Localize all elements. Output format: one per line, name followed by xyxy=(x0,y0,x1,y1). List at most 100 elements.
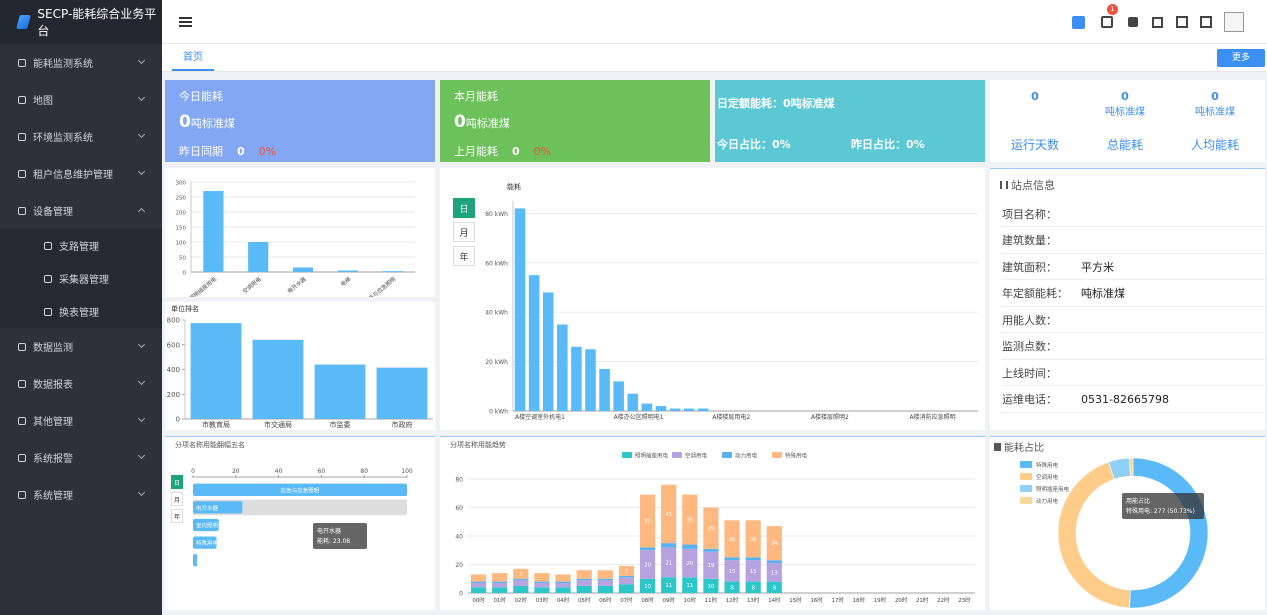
info-row: 建筑数量： xyxy=(1002,228,1265,254)
bar-segment xyxy=(682,548,698,578)
x-tick-label: 20时 xyxy=(895,596,908,604)
bar-segment xyxy=(534,587,550,593)
menu-toggle[interactable] xyxy=(179,17,192,27)
y-tick-label: 60 kWh xyxy=(485,260,508,267)
period-button[interactable]: 月 xyxy=(453,222,475,242)
bar-segment xyxy=(703,578,719,593)
icon[interactable] xyxy=(1200,16,1212,28)
period-button[interactable]: 月 xyxy=(171,492,183,506)
menu-icon xyxy=(44,274,52,283)
menu-item[interactable]: 其他管理 xyxy=(0,402,162,439)
data-label: 10 xyxy=(707,584,714,590)
stat-label: 总能耗 xyxy=(1106,138,1143,152)
bar-segment xyxy=(724,560,740,582)
chevron xyxy=(137,414,146,423)
stat-value: 0 xyxy=(1211,90,1219,103)
icon[interactable] xyxy=(1152,17,1163,28)
menu-item[interactable]: 地图 xyxy=(0,81,162,118)
period-button[interactable]: 年 xyxy=(171,509,183,523)
bar-segment xyxy=(492,587,508,593)
submenu-item[interactable]: 采集器管理 xyxy=(0,262,162,295)
menu-item[interactable]: 数据监测 xyxy=(0,328,162,365)
x-tick-label: A楼楼层照明2 xyxy=(811,413,849,421)
submenu-item[interactable]: 换表管理 xyxy=(0,295,162,328)
y-tick-label: 60 xyxy=(455,505,463,512)
bar xyxy=(376,367,428,419)
x-tick-label: 01时 xyxy=(493,596,506,604)
compare-pct: 0% xyxy=(258,145,277,158)
bar xyxy=(193,554,198,567)
legend-label: 空调用电 xyxy=(1036,473,1059,481)
menu-item[interactable]: 租户信息维护管理 xyxy=(0,155,162,192)
x-tick-label: 电梯 xyxy=(339,275,353,289)
bar-segment xyxy=(724,581,740,593)
bar-segment xyxy=(513,568,529,579)
chart-title: 单位排名 xyxy=(171,304,199,313)
x-tick-label: 11时 xyxy=(705,596,718,604)
bar-segment xyxy=(555,581,571,584)
avatar[interactable] xyxy=(1224,12,1244,32)
period-button[interactable]: 年 xyxy=(453,246,475,266)
x-tick-label: 市监委 xyxy=(330,420,351,429)
panel: 能耗 0 kWh 20 kWh 40 kWh 60 kWh 80 kWh A楼空调室外机电1… xyxy=(440,168,985,430)
bar-segment xyxy=(639,578,656,593)
x-tick-label: 80 xyxy=(360,468,368,475)
stat: 0 吨标准煤 xyxy=(1080,90,1170,118)
menu-item[interactable]: 能耗监测系统 xyxy=(0,44,162,81)
x-tick-label: A楼楼层用电2 xyxy=(712,413,750,421)
icon[interactable] xyxy=(1072,16,1085,29)
bar-segment xyxy=(745,520,761,558)
submenu-item[interactable]: 支路管理 xyxy=(0,229,162,262)
card-unit: 吨标准煤 xyxy=(190,117,235,130)
period-button[interactable]: 日 xyxy=(171,475,183,489)
title-icon xyxy=(994,443,1001,451)
bar-segment xyxy=(639,550,656,579)
icon[interactable] xyxy=(1176,16,1188,28)
data-label: 8 xyxy=(751,585,755,591)
bar-segment xyxy=(703,551,719,579)
data-label: 21 xyxy=(665,560,672,566)
panel: 分项名称用能趋势 照明插座用电 空调用电 动力用电 特殊用电 0 20 40 60 80 00时 01… xyxy=(440,436,985,610)
card-value: 0 xyxy=(179,112,191,132)
menu-item[interactable]: 数据报表 xyxy=(0,365,162,402)
energy-chart: 能耗 0 kWh 20 kWh 40 kWh 60 kWh 80 kWh A楼空调室外机电1… xyxy=(485,182,978,421)
data-label: 11 xyxy=(665,583,672,589)
y-tick-label: 80 xyxy=(455,477,463,484)
bar-segment xyxy=(534,573,550,582)
x-tick-label: A楼空调室外机电1 xyxy=(515,413,565,421)
bar xyxy=(641,403,653,411)
bar-segment xyxy=(597,570,613,579)
menu-item[interactable]: 环境监测系统 xyxy=(0,118,162,155)
tab[interactable]: 首页 xyxy=(172,44,214,71)
bar xyxy=(585,349,596,411)
menu-item[interactable]: 系统报警 xyxy=(0,439,162,476)
panel: 能耗占比 特殊用电 空调用电 照明插座用电 动力用电 用能占比 特殊用电: 277 (50.… xyxy=(990,436,1265,610)
y-tick-label: 400 xyxy=(167,366,180,374)
menu-item[interactable]: 设备管理 xyxy=(0,192,162,229)
stat-label: 人均能耗 xyxy=(1190,138,1239,152)
menu-icon xyxy=(18,490,26,499)
bar-segment xyxy=(470,583,487,588)
logo xyxy=(16,15,32,29)
y-tick-label: 80 kWh xyxy=(485,211,508,218)
bar-segment xyxy=(682,494,698,545)
card-unit: 吨标准煤 xyxy=(465,117,510,130)
more-button[interactable]: 更多 xyxy=(1217,49,1265,67)
x-tick-label: 照明插座用电 xyxy=(188,275,219,297)
icon[interactable] xyxy=(1101,16,1113,28)
menu-icon xyxy=(18,169,26,178)
x-tick-label: 13时 xyxy=(747,596,760,604)
data-label: 29 xyxy=(707,526,714,532)
menu-item[interactable]: 系统管理 xyxy=(0,476,162,513)
bar-segment xyxy=(555,574,571,582)
icon[interactable] xyxy=(1128,17,1138,27)
period-button[interactable]: 日 xyxy=(453,198,475,218)
legend-label: 特殊用电 xyxy=(1036,461,1059,469)
bar-segment xyxy=(492,583,508,588)
y-tick-label: 0 xyxy=(183,271,187,277)
bar-segment xyxy=(661,577,677,593)
bar-segment xyxy=(661,484,677,544)
bar-segment xyxy=(661,543,677,548)
bar-segment xyxy=(639,494,656,548)
menu-label: 租户信息维护管理 xyxy=(33,170,113,181)
